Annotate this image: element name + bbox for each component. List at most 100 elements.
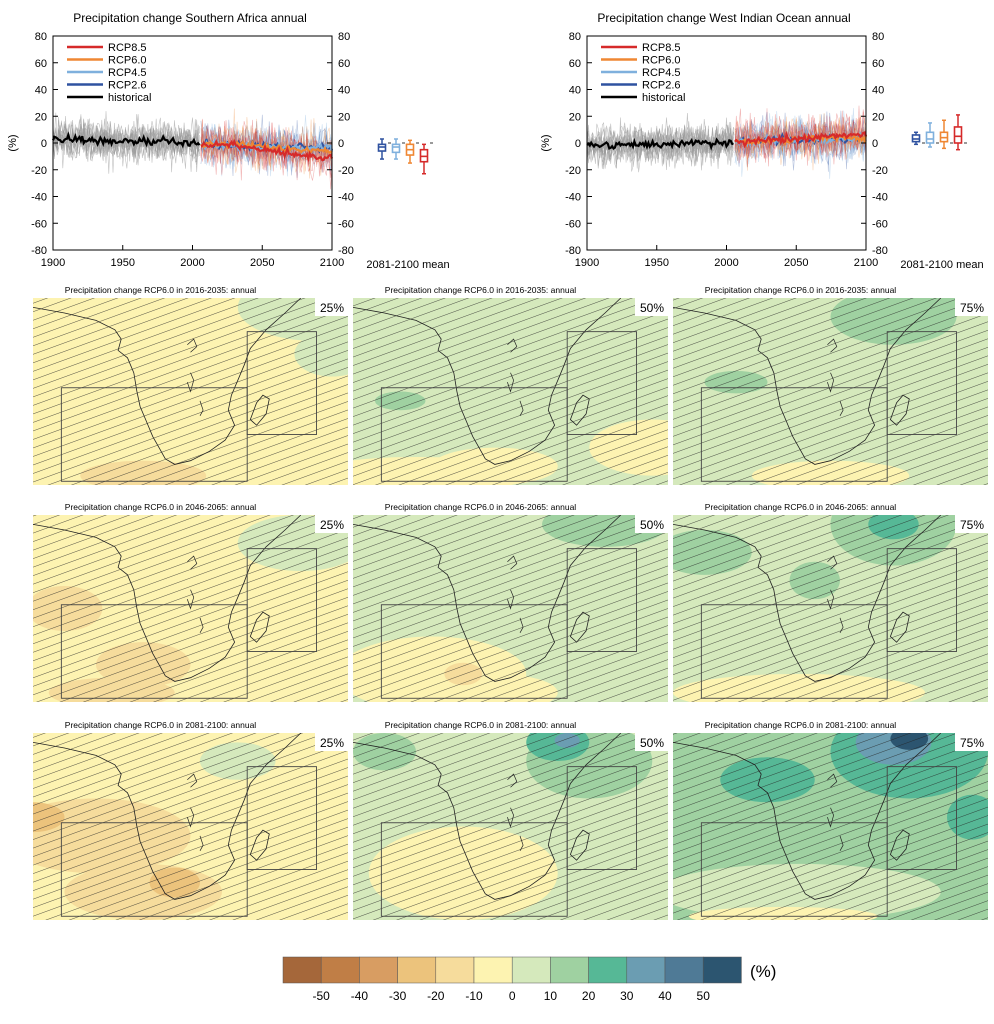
colorbar-swatch: [511, 956, 551, 984]
y-tick-label: -40: [31, 192, 47, 204]
timeseries-southern-africa: Precipitation change Southern Africa ann…: [7, 11, 450, 271]
series-line-rcp45: [200, 137, 334, 155]
lake-outline: [507, 773, 518, 788]
lake-outline: [827, 589, 834, 610]
colorbar-tick-label: 50: [697, 989, 711, 1003]
map-title: Precipitation change RCP6.0 in 2046-2065…: [65, 502, 256, 512]
boxplot-label: 2081-2100 mean: [366, 259, 449, 271]
colorbar-swatch: [473, 956, 513, 984]
y-tick-label: -40: [338, 192, 354, 204]
lake-outline: [187, 555, 198, 570]
colorbar-tick-label: 10: [544, 989, 558, 1003]
legend-label: RCP8.5: [108, 42, 147, 54]
x-tick-label: 2100: [320, 257, 344, 269]
colorbar-tick-label: 30: [620, 989, 634, 1003]
lake-outline: [199, 835, 204, 851]
legend-label: RCP8.5: [642, 42, 681, 54]
lake-outline: [186, 372, 195, 393]
lake-outline: [507, 372, 514, 393]
y-tick-label: -80: [872, 245, 888, 257]
scenario-member-line: [200, 118, 333, 173]
map-title: Precipitation change RCP6.0 in 2046-2065…: [385, 502, 576, 512]
percentile-label: 75%: [960, 736, 984, 750]
region-box-west-indian-ocean: [886, 331, 957, 435]
map-title: Precipitation change RCP6.0 in 2016-2035…: [65, 285, 256, 295]
colorbar-tick-label: -30: [389, 989, 407, 1003]
legend-label: historical: [108, 92, 151, 104]
scenario-member-line: [734, 110, 867, 164]
colorbar-tick-label: -40: [351, 989, 369, 1003]
legend-label: RCP6.0: [642, 55, 681, 67]
lake-outline: [507, 589, 514, 610]
region-box-west-indian-ocean: [886, 548, 957, 652]
y-tick-label: 80: [569, 31, 581, 43]
scenario-member-line: [734, 113, 867, 166]
scenario-member-line: [734, 109, 867, 165]
colorbar-swatch: [359, 956, 398, 984]
colorbar-tick-label: -20: [427, 989, 445, 1003]
map-panel: Precipitation change RCP6.0 in 2016-2035…: [673, 285, 988, 485]
coastline: [33, 515, 302, 682]
percentile-label: 25%: [320, 301, 344, 315]
lake-outline: [839, 835, 844, 851]
ts-ylabel: (%): [540, 134, 552, 151]
colorbar-tick-label: 40: [658, 989, 672, 1003]
y-tick-label: 80: [872, 31, 884, 43]
colorbar-tick-label: -10: [465, 989, 483, 1003]
box-iqr: [391, 143, 401, 154]
colorbar-swatch: [702, 956, 742, 984]
boxplots: [911, 114, 967, 151]
lake-outline: [839, 400, 844, 416]
y-tick-label: 0: [872, 138, 878, 150]
legend-label: RCP4.5: [108, 67, 147, 79]
legend-label: RCP2.6: [108, 80, 147, 92]
map-panel: Precipitation change RCP6.0 in 2081-2100…: [673, 720, 988, 920]
region-box-west-indian-ocean: [566, 331, 637, 435]
colorbar-swatch: [664, 956, 704, 984]
boxplot-label: 2081-2100 mean: [900, 259, 983, 271]
scenario-member-line: [734, 107, 867, 162]
y-tick-label: 20: [35, 111, 47, 123]
x-tick-label: 1950: [111, 257, 135, 269]
percentile-label: 25%: [320, 518, 344, 532]
region-box-west-indian-ocean: [246, 331, 317, 435]
y-tick-label: -80: [338, 245, 354, 257]
legend-label: RCP6.0: [108, 55, 147, 67]
coastline: [353, 515, 622, 682]
colorbar-tick-label: 0: [509, 989, 516, 1003]
box-iqr: [953, 126, 963, 144]
madagascar-outline: [889, 611, 910, 643]
scenario-member-line: [734, 112, 867, 161]
x-tick-label: 1900: [41, 257, 65, 269]
region-box-west-indian-ocean: [566, 766, 637, 870]
y-tick-label: -60: [565, 218, 581, 230]
y-tick-label: -60: [338, 218, 354, 230]
madagascar-outline: [569, 394, 590, 426]
lake-outline: [827, 338, 838, 353]
lake-outline: [507, 555, 518, 570]
colorbar-tick-label: 20: [582, 989, 596, 1003]
legend-label: RCP4.5: [642, 67, 681, 79]
legend-label: RCP2.6: [642, 80, 681, 92]
x-tick-label: 2100: [854, 257, 878, 269]
region-box-west-indian-ocean: [246, 548, 317, 652]
percentile-badge: [315, 515, 348, 533]
lake-outline: [199, 400, 204, 416]
y-tick-label: 80: [338, 31, 350, 43]
x-tick-label: 2000: [714, 257, 738, 269]
y-tick-label: 60: [569, 58, 581, 70]
ts-title: Precipitation change West Indian Ocean a…: [597, 11, 850, 25]
y-tick-label: 0: [338, 138, 344, 150]
map-panel: Precipitation change RCP6.0 in 2046-2065…: [33, 502, 348, 702]
percentile-label: 75%: [960, 301, 984, 315]
percentile-label: 50%: [640, 518, 664, 532]
x-tick-label: 1950: [645, 257, 669, 269]
x-tick-label: 1900: [575, 257, 599, 269]
region-box-west-indian-ocean: [246, 766, 317, 870]
lake-outline: [186, 589, 195, 610]
y-tick-label: -20: [565, 165, 581, 177]
x-tick-label: 2000: [180, 257, 204, 269]
ts-title: Precipitation change Southern Africa ann…: [73, 11, 307, 25]
